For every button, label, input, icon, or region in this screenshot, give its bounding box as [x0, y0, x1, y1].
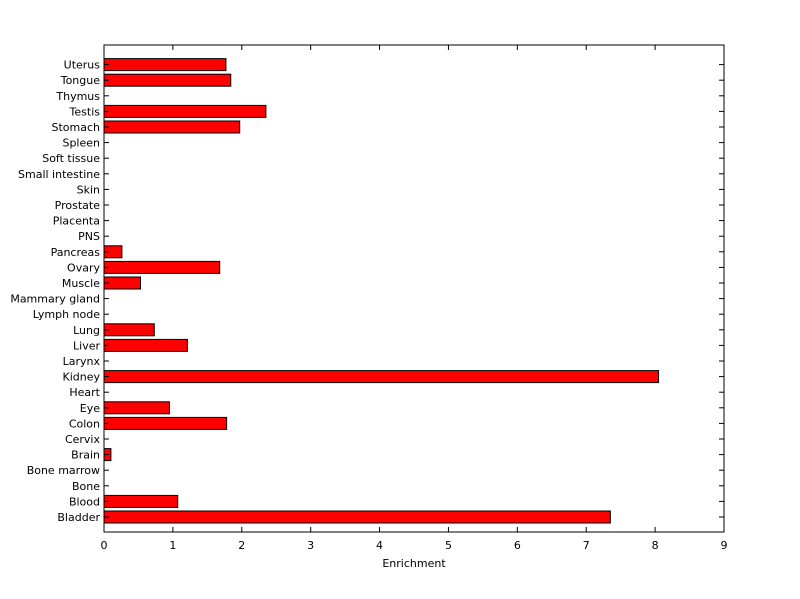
- y-tick-label-soft-tissue: Soft tissue: [42, 152, 100, 165]
- y-tick-label-muscle: Muscle: [62, 277, 100, 290]
- y-tick-label-blood: Blood: [69, 495, 100, 508]
- y-tick-label-colon: Colon: [69, 417, 100, 430]
- y-tick-label-tongue: Tongue: [60, 74, 101, 87]
- bar-bladder: [103, 510, 611, 524]
- y-tick-label-placenta: Placenta: [53, 215, 100, 228]
- x-tick-label-1: 1: [169, 539, 176, 552]
- bar-eye: [103, 401, 170, 415]
- y-tick-label-brain: Brain: [71, 449, 100, 462]
- x-tick-label-2: 2: [238, 539, 245, 552]
- bar-stomach: [103, 120, 241, 134]
- y-tick-label-lung: Lung: [73, 324, 100, 337]
- y-tick-label-kidney: Kidney: [62, 371, 100, 384]
- y-tick-label-lymph-node: Lymph node: [33, 308, 100, 321]
- y-tick-label-uterus: Uterus: [64, 59, 101, 72]
- y-tick-label-small-intestine: Small intestine: [18, 168, 100, 181]
- bar-lung: [103, 323, 155, 337]
- x-tick-label-9: 9: [721, 539, 728, 552]
- y-tick-label-pancreas: Pancreas: [51, 246, 101, 259]
- y-tick-label-larynx: Larynx: [63, 355, 101, 368]
- y-tick-label-eye: Eye: [80, 402, 100, 415]
- y-tick-label-bladder: Bladder: [57, 511, 100, 524]
- y-tick-label-thymus: Thymus: [55, 90, 100, 103]
- x-tick-label-4: 4: [376, 539, 383, 552]
- x-tick-label-7: 7: [583, 539, 590, 552]
- y-axis-ticks: Bladder Blood Bone Bone marrow Brain Cervix Co…: [10, 59, 724, 524]
- bar-liver: [103, 338, 188, 352]
- x-tick-label-3: 3: [307, 539, 314, 552]
- y-tick-label-ovary: Ovary: [67, 261, 100, 274]
- y-tick-label-bone-marrow: Bone marrow: [27, 464, 100, 477]
- bar-ovary: [103, 260, 221, 274]
- y-tick-label-spleen: Spleen: [62, 137, 100, 150]
- y-tick-label-prostate: Prostate: [55, 199, 101, 212]
- bar-tongue: [103, 73, 232, 87]
- bar-muscle: [103, 276, 142, 290]
- plot-area: [103, 44, 725, 533]
- x-axis-ticks: 0 1 2 3 4 5 6 7 8 9: [101, 45, 728, 552]
- bar-colon: [103, 416, 228, 430]
- y-tick-label-stomach: Stomach: [51, 121, 100, 134]
- x-tick-label-0: 0: [101, 539, 108, 552]
- y-tick-label-bone: Bone: [72, 480, 100, 493]
- y-tick-label-pns: PNS: [78, 230, 100, 243]
- bar-blood: [103, 494, 179, 508]
- x-axis-label: Enrichment: [382, 557, 446, 570]
- y-tick-label-liver: Liver: [73, 339, 100, 352]
- y-tick-label-cervix: Cervix: [65, 433, 101, 446]
- y-tick-label-mammary-gland: Mammary gland: [10, 293, 100, 306]
- x-tick-label-5: 5: [445, 539, 452, 552]
- bar-testis: [103, 104, 267, 118]
- x-tick-label-6: 6: [514, 539, 521, 552]
- bar-kidney: [103, 370, 660, 384]
- x-tick-label-8: 8: [652, 539, 659, 552]
- y-tick-label-heart: Heart: [69, 386, 100, 399]
- bar-uterus: [103, 58, 227, 72]
- y-tick-label-testis: Testis: [69, 105, 101, 118]
- y-tick-label-skin: Skin: [77, 183, 100, 196]
